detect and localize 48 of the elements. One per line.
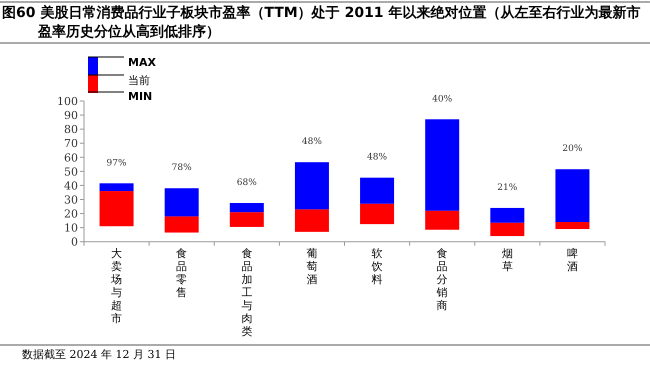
x-tick-label: 啤酒 — [566, 247, 578, 273]
x-tick-label: 食品零售 — [176, 247, 188, 299]
y-tick-label: 50 — [64, 165, 78, 178]
annotation: 20% — [562, 144, 583, 154]
y-tick-label: 10 — [64, 222, 78, 235]
x-tick-label: 葡萄酒 — [306, 247, 318, 286]
bar — [555, 222, 590, 230]
x-tick-label: 软饮料 — [371, 247, 384, 286]
bar — [490, 208, 524, 223]
y-tick-label: 20 — [64, 208, 78, 221]
text: 当前 — [128, 73, 150, 88]
bar — [164, 188, 199, 216]
bar — [360, 178, 394, 204]
y-tick-label: 100 — [57, 95, 78, 108]
bar — [360, 204, 394, 224]
x-tick-label: 大卖场与超市 — [110, 247, 123, 325]
annotation: 97% — [106, 158, 128, 168]
annotation: 48% — [302, 137, 322, 148]
y-tick-label: 60 — [64, 151, 78, 164]
annotation: MIN — [128, 90, 152, 103]
bar — [555, 169, 590, 222]
bar — [490, 222, 524, 236]
bar — [425, 210, 460, 230]
text: 数据截至 2024 年 12 月 31 日 — [22, 347, 176, 362]
y-tick-label: 30 — [64, 193, 78, 206]
y-tick-label: 0 — [71, 236, 78, 249]
bar — [294, 162, 329, 210]
y-tick-label: 90 — [64, 109, 78, 122]
annotation: 68% — [236, 178, 258, 188]
chart-title: 图60 美股日常消费品行业子板块市盈率（TTM）处于 2011 年以来绝对位置（从左至右行业为最新市盈率历史分位从高到低排序） — [2, 4, 642, 42]
y-tick-label: 70 — [64, 137, 78, 150]
x-tick-label: 烟草 — [501, 247, 514, 273]
x-tick-label: 食品加工与肉类 — [240, 247, 253, 338]
annotation: 40% — [432, 94, 453, 104]
y-tick-label: 80 — [64, 123, 78, 136]
annotation: 48% — [367, 152, 388, 163]
bar — [100, 191, 134, 226]
x-tick-label: 食品分销商 — [436, 247, 448, 312]
bar — [230, 212, 264, 227]
annotation: 21% — [497, 182, 518, 193]
annotation: 78% — [172, 163, 192, 174]
bar — [294, 209, 329, 232]
bar — [100, 183, 134, 192]
bar — [230, 203, 264, 212]
text: MAX — [128, 56, 156, 69]
y-tick-label: 40 — [64, 179, 78, 192]
bar — [425, 119, 460, 211]
bar — [164, 216, 199, 233]
